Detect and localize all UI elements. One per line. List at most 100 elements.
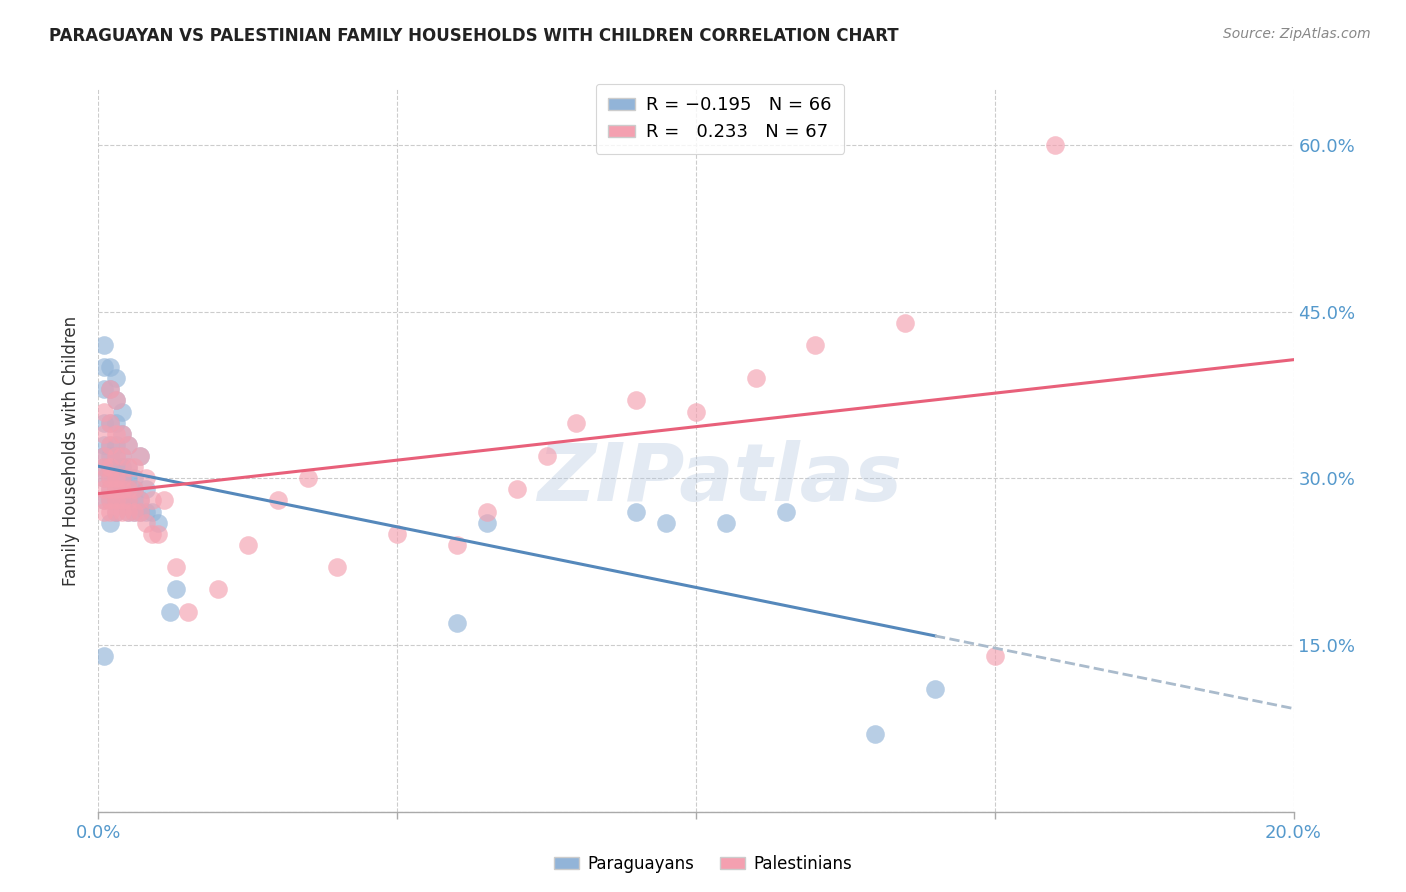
Point	[655, 516, 678, 530]
Point	[148, 516, 170, 530]
Point	[124, 505, 146, 519]
Point	[98, 483, 122, 497]
Point	[475, 505, 498, 519]
Point	[93, 338, 115, 352]
Point	[124, 483, 146, 497]
Point	[141, 505, 163, 519]
Point	[117, 460, 139, 475]
Point	[105, 483, 128, 497]
Point	[98, 449, 122, 463]
Point	[297, 471, 319, 485]
Point	[98, 493, 122, 508]
Point	[93, 449, 115, 463]
Point	[117, 471, 139, 485]
Point	[111, 505, 134, 519]
Point	[117, 438, 139, 452]
Point	[148, 526, 170, 541]
Point	[105, 493, 128, 508]
Point	[865, 727, 887, 741]
Point	[93, 505, 115, 519]
Point	[98, 382, 122, 396]
Point	[475, 516, 498, 530]
Point	[93, 449, 115, 463]
Point	[98, 471, 122, 485]
Point	[93, 493, 115, 508]
Point	[506, 483, 529, 497]
Point	[93, 460, 115, 475]
Point	[105, 438, 128, 452]
Point	[93, 471, 115, 485]
Point	[111, 460, 134, 475]
Point	[111, 493, 134, 508]
Point	[105, 471, 128, 485]
Legend: Paraguayans, Palestinians: Paraguayans, Palestinians	[548, 848, 858, 880]
Point	[894, 316, 917, 330]
Point	[105, 505, 128, 519]
Point	[446, 615, 468, 630]
Point	[93, 404, 115, 418]
Point	[93, 460, 115, 475]
Point	[105, 449, 128, 463]
Point	[98, 438, 122, 452]
Point	[111, 404, 134, 418]
Point	[111, 483, 134, 497]
Point	[93, 493, 115, 508]
Point	[804, 338, 827, 352]
Point	[93, 360, 115, 375]
Point	[105, 371, 128, 385]
Point	[714, 516, 737, 530]
Point	[111, 483, 134, 497]
Point	[111, 471, 134, 485]
Point	[446, 538, 468, 552]
Point	[135, 516, 157, 530]
Point	[93, 426, 115, 441]
Point	[207, 582, 229, 597]
Point	[129, 449, 152, 463]
Point	[93, 382, 115, 396]
Point	[111, 449, 134, 463]
Point	[129, 493, 152, 508]
Point	[98, 516, 122, 530]
Point	[267, 493, 290, 508]
Point	[111, 483, 134, 497]
Point	[124, 460, 146, 475]
Point	[129, 505, 152, 519]
Text: ZIPatlas: ZIPatlas	[537, 441, 903, 518]
Point	[93, 483, 115, 497]
Point	[105, 416, 128, 430]
Point	[924, 682, 946, 697]
Point	[98, 360, 122, 375]
Point	[117, 493, 139, 508]
Y-axis label: Family Households with Children: Family Households with Children	[62, 316, 80, 585]
Point	[117, 505, 139, 519]
Point	[117, 483, 139, 497]
Point	[105, 483, 128, 497]
Point	[98, 416, 122, 430]
Point	[124, 505, 146, 519]
Point	[984, 649, 1007, 664]
Text: PARAGUAYAN VS PALESTINIAN FAMILY HOUSEHOLDS WITH CHILDREN CORRELATION CHART: PARAGUAYAN VS PALESTINIAN FAMILY HOUSEHO…	[49, 27, 898, 45]
Point	[685, 404, 707, 418]
Point	[117, 483, 139, 497]
Point	[129, 493, 152, 508]
Point	[159, 605, 181, 619]
Point	[124, 483, 146, 497]
Point	[105, 393, 128, 408]
Point	[111, 471, 134, 485]
Point	[129, 449, 152, 463]
Point	[111, 426, 134, 441]
Point	[98, 483, 122, 497]
Point	[565, 416, 588, 430]
Point	[98, 505, 122, 519]
Point	[111, 426, 134, 441]
Point	[93, 471, 115, 485]
Point	[98, 460, 122, 475]
Point	[626, 505, 648, 519]
Point	[153, 493, 176, 508]
Point	[536, 449, 558, 463]
Point	[165, 560, 187, 574]
Point	[98, 471, 122, 485]
Point	[117, 493, 139, 508]
Point	[775, 505, 797, 519]
Point	[236, 538, 259, 552]
